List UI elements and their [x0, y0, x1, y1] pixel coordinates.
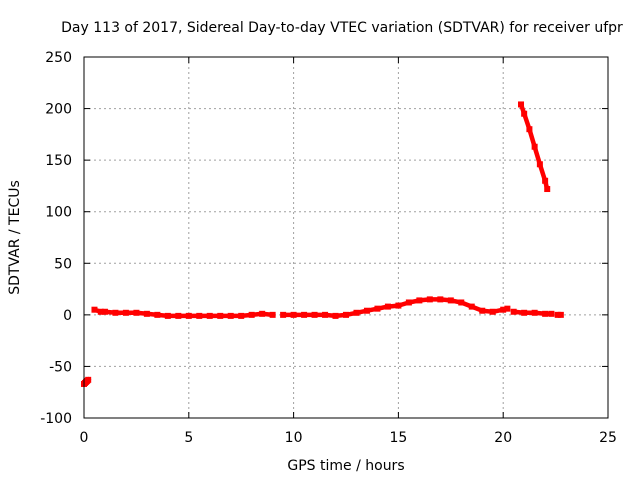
data-point	[531, 143, 538, 150]
data-point	[526, 126, 533, 133]
plot-frame	[83, 56, 609, 419]
x-tick-label: 20	[494, 430, 512, 446]
data-point	[531, 309, 538, 316]
data-point	[217, 312, 224, 319]
data-point	[269, 311, 276, 318]
tick-labels: 0 5 10 15 20 25 -100 -50 0 50 100 150 200 250	[40, 50, 617, 446]
y-axis-title: SDTVAR / TECUs	[7, 180, 23, 295]
data-point	[185, 312, 192, 319]
data-point	[227, 312, 234, 319]
data-point	[426, 296, 433, 303]
data-point	[557, 311, 564, 318]
data-point	[332, 312, 339, 319]
x-tick-label: 15	[389, 430, 407, 446]
x-tick-label: 25	[599, 430, 617, 446]
data-point	[175, 312, 182, 319]
data-point	[374, 305, 381, 312]
data-point	[479, 307, 486, 314]
data-point	[112, 309, 119, 316]
data-point	[554, 311, 561, 318]
data-point	[101, 308, 108, 315]
grid	[84, 57, 608, 418]
x-tick-label: 0	[80, 430, 89, 446]
y-tick-label: 50	[54, 256, 72, 272]
data-point	[437, 296, 444, 303]
data-point	[259, 310, 266, 317]
data-point	[544, 186, 551, 193]
data-point	[290, 311, 297, 318]
x-tick-label: 5	[184, 430, 193, 446]
data-point	[322, 311, 329, 318]
y-tick-label: 200	[45, 102, 72, 118]
data-point	[489, 308, 496, 315]
data-point	[301, 311, 308, 318]
data-point	[206, 312, 213, 319]
data-point	[343, 311, 349, 318]
y-tick-label: -100	[40, 411, 72, 427]
data-point	[91, 306, 98, 313]
data-marks	[80, 101, 564, 388]
data-point	[504, 305, 511, 312]
data-point	[85, 376, 92, 383]
data-point	[133, 309, 140, 316]
y-tick-label: 150	[45, 153, 72, 169]
data-point	[416, 297, 423, 304]
data-point	[542, 310, 549, 317]
data-point	[536, 161, 543, 168]
data-point	[548, 310, 555, 317]
data-point	[143, 310, 150, 317]
data-point	[521, 110, 528, 117]
data-point	[521, 309, 528, 316]
data-point	[164, 312, 171, 319]
chart-title: Day 113 of 2017, Sidereal Day-to-day VTE…	[61, 20, 623, 36]
data-point	[97, 308, 104, 315]
axis-ticks	[83, 56, 609, 419]
data-point	[518, 101, 525, 108]
data-point	[510, 308, 517, 315]
data-point	[468, 303, 475, 310]
y-tick-label: 250	[45, 50, 72, 66]
data-point	[363, 307, 370, 314]
data-point	[542, 177, 549, 184]
y-tick-label: 100	[45, 205, 72, 221]
series-trace-1	[91, 306, 276, 319]
data-point	[280, 311, 287, 318]
data-point	[500, 306, 507, 313]
data-point	[122, 309, 129, 316]
data-point	[238, 312, 245, 319]
data-point	[196, 312, 203, 319]
data-point	[458, 299, 465, 306]
y-tick-label: -50	[49, 359, 72, 375]
data-point	[395, 302, 402, 309]
data-point	[353, 309, 360, 316]
y-tick-label: 0	[63, 308, 72, 324]
x-axis-title: GPS time / hours	[287, 458, 404, 474]
x-tick-label: 10	[285, 430, 303, 446]
data-point	[154, 311, 161, 318]
data-point	[311, 311, 318, 318]
data-point	[384, 303, 391, 310]
data-point	[405, 299, 412, 306]
data-point	[248, 311, 255, 318]
data-point	[447, 297, 454, 304]
